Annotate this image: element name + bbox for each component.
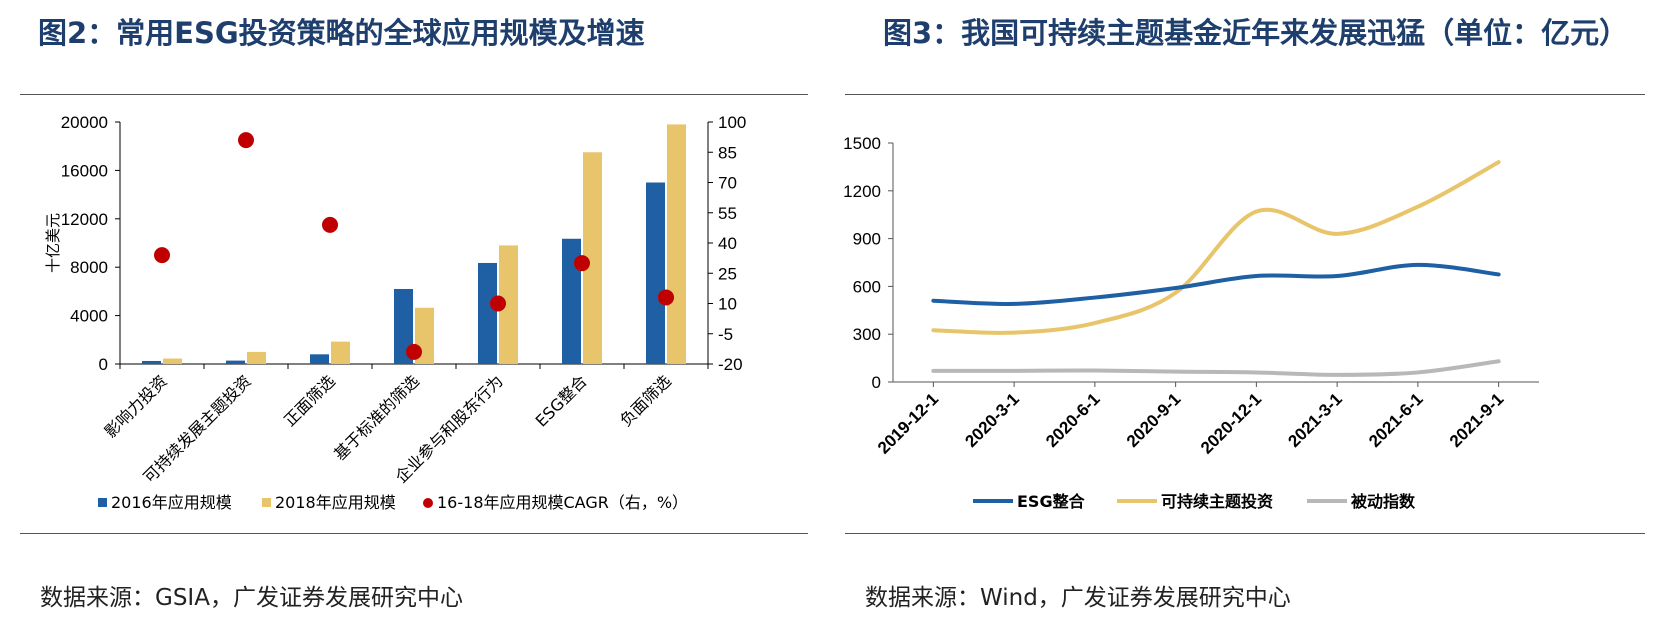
cagr-point [406, 343, 422, 360]
bar-2018 [163, 358, 182, 364]
legend-label: ESG整合 [1017, 492, 1086, 511]
bar-2016 [562, 238, 581, 364]
bar-chart: 0 4000 8000 12000 16000 20000 -20 -5 10 25 40 55 70 8… [44, 113, 746, 512]
y2-tick-label: 100 [718, 113, 746, 132]
bar-2016 [310, 354, 329, 364]
y-tick-label: 16000 [61, 161, 108, 180]
y-tick-label: 20000 [61, 113, 108, 132]
y2-tick-label: 55 [718, 204, 737, 223]
legend-label: 2018年应用规模 [275, 493, 396, 512]
x-category-label: 影响力投资 [101, 371, 171, 441]
y2-tick-label: 40 [718, 234, 737, 253]
bar-2018 [583, 152, 602, 364]
cagr-point [658, 289, 674, 306]
y2-tick-label: 10 [718, 295, 737, 314]
x-category-label: 基于标准的筛选 [330, 371, 423, 464]
x-category-label: ESG整合 [532, 371, 591, 430]
bar-2018 [499, 245, 518, 364]
bar-2016 [142, 360, 161, 364]
legend-label: 2016年应用规模 [111, 493, 232, 512]
x-tick-label: 2019-12-1 [874, 389, 942, 457]
left-figure-panel: 图2：常用ESG投资策略的全球应用规模及增速 0 4000 8000 12000 160… [0, 0, 830, 622]
legend-label: 16-18年应用规模CAGR（右，%） [437, 493, 688, 512]
right-bottom-rule [845, 533, 1645, 534]
x-category-label: 负面筛选 [616, 371, 675, 430]
bar-2016 [646, 182, 665, 364]
y-tick-label: 8000 [70, 258, 108, 277]
left-source-note: 数据来源：GSIA，广发证券发展研究中心 [40, 585, 463, 611]
series-line-0 [931, 262, 1501, 306]
right-figure-title: 图3：我国可持续主题基金近年来发展迅猛（单位：亿元） [883, 16, 1629, 50]
line-chart: 0 300 600 900 1200 1500 2019-12-1 2020-3-1 2020-… [843, 134, 1539, 511]
y-tick-label: 0 [872, 373, 881, 392]
y-tick-label: 1200 [843, 182, 881, 201]
y-tick-label: 0 [99, 355, 108, 374]
y-axis-label: 十亿美元 [44, 213, 62, 273]
y-tick-label: 1500 [843, 134, 881, 153]
series-line-1 [931, 160, 1501, 335]
cagr-point [238, 132, 254, 149]
bar-2016 [394, 288, 413, 364]
y2-tick-label: -20 [718, 355, 743, 374]
x-tick-label: 2021-6-1 [1365, 389, 1427, 451]
legend-swatch [423, 498, 433, 508]
cagr-point [574, 255, 590, 272]
right-figure-panel: 图3：我国可持续主题基金近年来发展迅猛（单位：亿元） 0 300 600 900 120… [843, 0, 1675, 622]
y2-tick-label: 25 [718, 264, 737, 283]
x-tick-label: 2021-9-1 [1446, 389, 1508, 451]
cagr-point [154, 247, 170, 264]
y-tick-label: 300 [853, 325, 881, 344]
bar-2016 [478, 262, 497, 364]
x-tick-label: 2020-9-1 [1123, 389, 1185, 451]
y2-tick-label: 85 [718, 143, 737, 162]
y-tick-label: 12000 [61, 210, 108, 229]
left-bottom-rule [20, 533, 808, 534]
series-line-2 [931, 359, 1501, 377]
y2-tick-label: -5 [718, 325, 733, 344]
bar-2018 [667, 124, 686, 364]
legend-swatch [98, 498, 107, 507]
x-tick-label: 2020-3-1 [961, 389, 1023, 451]
right-source-note: 数据来源：Wind，广发证券发展研究中心 [865, 585, 1291, 611]
bar-2018 [331, 341, 350, 364]
y-tick-label: 4000 [70, 307, 108, 326]
bar-2018 [247, 351, 266, 364]
left-figure-title: 图2：常用ESG投资策略的全球应用规模及增速 [38, 16, 645, 50]
x-category-label: 正面筛选 [280, 371, 339, 430]
right-top-rule [845, 94, 1645, 95]
x-tick-label: 2020-12-1 [1197, 389, 1265, 457]
cagr-point [322, 216, 338, 233]
legend-label: 可持续主题投资 [1161, 492, 1273, 511]
y2-tick-label: 70 [718, 174, 737, 193]
y-tick-label: 600 [853, 277, 881, 296]
legend-swatch [262, 498, 271, 507]
x-tick-label: 2020-6-1 [1042, 389, 1104, 451]
y-tick-label: 900 [853, 230, 881, 249]
legend-label: 被动指数 [1351, 492, 1416, 511]
left-top-rule [20, 94, 808, 95]
x-tick-label: 2021-3-1 [1284, 389, 1346, 451]
cagr-point [490, 295, 506, 312]
bar-2016 [226, 360, 245, 364]
